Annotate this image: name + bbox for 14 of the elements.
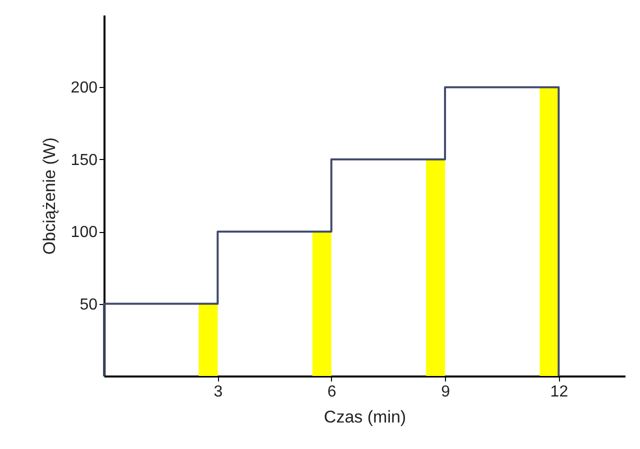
y-axis-title: Obciążenie (W) [40, 137, 59, 255]
y-tick-label: 50 [80, 296, 98, 314]
x-tick-label: 9 [441, 384, 450, 400]
x-axis-title: Czas (min) [324, 408, 406, 426]
x-tick-label: 6 [327, 384, 336, 400]
x-tick-label: 3 [214, 384, 223, 400]
y-tick-label: 200 [70, 80, 98, 97]
bar [198, 304, 218, 376]
x-tick-label: 12 [550, 384, 568, 400]
bar [312, 232, 332, 376]
bar [426, 159, 446, 376]
y-tick-label: 150 [70, 152, 98, 169]
y-tick-label: 100 [70, 224, 98, 242]
bar [540, 87, 559, 376]
